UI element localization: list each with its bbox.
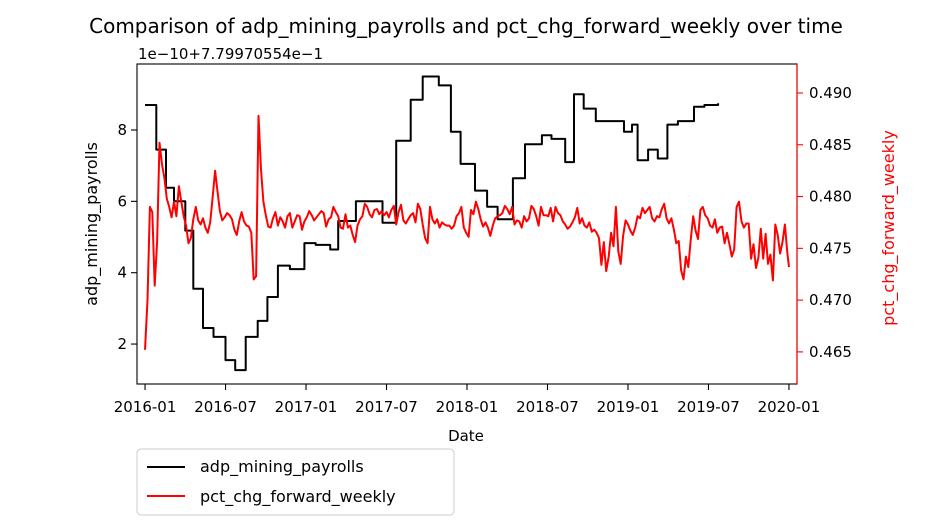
- x-tick-label: 2017-07: [355, 398, 418, 416]
- x-tick-label: 2016-01: [114, 398, 177, 416]
- right-tick-label: 0.475: [809, 239, 852, 257]
- right-y-axis: 0.465 0.470 0.475 0.480 0.485 0.490: [797, 84, 852, 361]
- legend: adp_mining_payrolls pct_chg_forward_week…: [136, 448, 455, 516]
- left-axis-label: adp_mining_payrolls: [82, 142, 102, 306]
- series-line-adp-mining-payrolls: [145, 75, 720, 372]
- left-tick-label: 6: [117, 192, 127, 210]
- left-tick-label: 8: [117, 121, 127, 139]
- chart-title: Comparison of adp_mining_payrolls and pc…: [89, 14, 843, 38]
- x-axis: 2016-01 2016-07 2017-01 2017-07 2018-01 2018-…: [114, 384, 821, 416]
- x-tick-label: 2018-01: [436, 398, 499, 416]
- legend-label-pct-chg-forward-weekly: pct_chg_forward_weekly: [200, 487, 396, 507]
- legend-frame: [136, 448, 455, 516]
- x-axis-label: Date: [448, 427, 484, 445]
- plot-frame: [136, 63, 798, 385]
- x-tick-label: 2019-07: [677, 398, 740, 416]
- x-tick-label: 2018-07: [516, 398, 579, 416]
- right-tick-label: 0.490: [809, 84, 852, 102]
- right-tick-label: 0.470: [809, 291, 852, 309]
- left-tick-label: 4: [117, 264, 127, 282]
- left-y-axis: 2 4 6 8: [117, 121, 137, 353]
- right-tick-label: 0.480: [809, 188, 852, 206]
- x-tick-label: 2019-01: [597, 398, 660, 416]
- x-tick-label: 2020-01: [758, 398, 821, 416]
- left-tick-label: 2: [117, 335, 127, 353]
- plot-area: [144, 75, 790, 372]
- right-axis-label: pct_chg_forward_weekly: [879, 130, 899, 326]
- right-tick-label: 0.465: [809, 343, 852, 361]
- right-tick-label: 0.485: [809, 136, 852, 154]
- x-tick-label: 2017-01: [275, 398, 338, 416]
- left-axis-offset-text: 1e−10+7.79970554e−1: [138, 45, 323, 63]
- legend-label-adp-mining-payrolls: adp_mining_payrolls: [200, 457, 364, 477]
- x-tick-label: 2016-07: [194, 398, 257, 416]
- series-line-pct-chg-forward-weekly: [144, 114, 790, 350]
